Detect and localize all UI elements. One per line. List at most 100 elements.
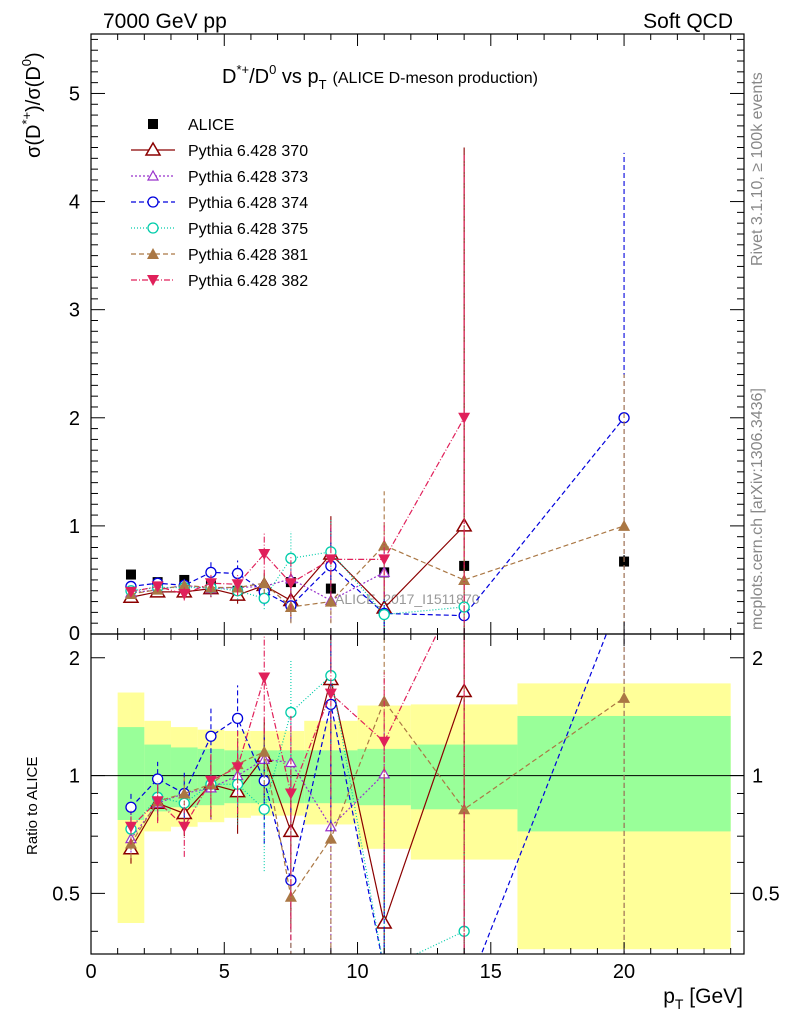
series-4-point-7 xyxy=(324,595,337,607)
legend-entry-2: Pythia 6.428 373 xyxy=(131,169,308,186)
data-point-0 xyxy=(125,569,136,580)
series-line-3 xyxy=(130,674,465,954)
mcplots-label: mcplots.cern.ch [arXiv:1306.3436] xyxy=(749,388,766,630)
legend-entry-5: Pythia 6.428 381 xyxy=(131,247,308,264)
series-5-point-3 xyxy=(204,775,217,787)
legend-entry-0: ALICE xyxy=(148,117,234,134)
y-tick-bottom-label-r-2: 2 xyxy=(752,648,763,670)
series-4-point-10 xyxy=(618,519,631,531)
series-2-point-3 xyxy=(205,730,217,742)
series-5-point-7 xyxy=(324,688,337,700)
analysis-watermark: ALICE_2017_I1511870 xyxy=(335,591,480,607)
y-tick-top-label-4: 4 xyxy=(69,192,80,214)
series-5-point-1 xyxy=(151,581,164,593)
series-5-point-8 xyxy=(378,554,391,566)
series-4-point-7 xyxy=(324,832,337,844)
y-tick-bottom-label-r-0: 0.5 xyxy=(752,883,780,905)
series-4-point-10 xyxy=(618,691,631,703)
series-5-point-1 xyxy=(151,796,164,808)
legend-marker-5-point-0 xyxy=(147,248,159,259)
series-5-point-0 xyxy=(124,821,137,833)
header-right: Soft QCD xyxy=(643,10,733,33)
x-tick-label-0: 0 xyxy=(85,961,96,983)
legend-marker-2-point-0 xyxy=(146,169,160,181)
legend: ALICE Pythia 6.428 370 Pythia 6.428 373 Pyt… xyxy=(131,117,308,290)
y-tick-top-label-3: 3 xyxy=(69,300,80,322)
legend-label-1: Pythia 6.428 370 xyxy=(188,143,308,160)
legend-label-3: Pythia 6.428 374 xyxy=(188,195,308,212)
series-4-point-2 xyxy=(178,579,191,591)
y-tick-bottom-label-l-2: 2 xyxy=(69,648,80,670)
header-left: 7000 GeV pp xyxy=(103,10,227,33)
ratio-5 xyxy=(124,634,465,954)
watermark-layer: ALICE_2017_I1511870 xyxy=(335,591,480,607)
series-5-point-9 xyxy=(458,412,471,424)
series-line-0 xyxy=(130,525,465,609)
y-tick-top-label-5: 5 xyxy=(69,83,80,105)
series-4-point-5 xyxy=(258,577,271,589)
x-tick-label-1: 5 xyxy=(219,961,230,983)
series-line-3 xyxy=(130,551,465,616)
legend-data-point-0 xyxy=(148,119,158,129)
bottom-frame xyxy=(90,633,745,955)
series-4-point-2 xyxy=(178,787,191,799)
series-2-point-0 xyxy=(125,801,137,813)
series-5 xyxy=(124,152,471,634)
legend-label-6: Pythia 6.428 382 xyxy=(188,273,308,290)
x-tick-label-2: 10 xyxy=(346,961,368,983)
series-3-point-5 xyxy=(258,592,270,604)
legend-entry-6: Pythia 6.428 382 xyxy=(131,273,308,290)
x-tick-label-4: 20 xyxy=(613,961,635,983)
series-2-point-1 xyxy=(151,773,164,785)
series-5-point-0 xyxy=(124,586,137,598)
legend-label-0: ALICE xyxy=(188,117,234,134)
series-5-point-8 xyxy=(378,736,391,748)
legend-marker-1-point-0 xyxy=(144,141,162,156)
series-3-point-8 xyxy=(378,608,390,621)
series-5-point-2 xyxy=(178,821,191,833)
legend-entry-1: Pythia 6.428 370 xyxy=(131,141,308,160)
legend-label-4: Pythia 6.428 375 xyxy=(188,221,308,238)
series-5-point-2 xyxy=(178,589,191,600)
legend-marker-3-point-0 xyxy=(147,196,159,208)
legend-label-2: Pythia 6.428 373 xyxy=(188,169,308,186)
series-line-0 xyxy=(130,679,465,926)
y-tick-bottom-label-l-0: 0.5 xyxy=(52,883,80,905)
panel-frames: 0 5 10 15 20 0 1 2 3 4 5 0.5 0.5 1 1 2 2 xyxy=(52,33,780,983)
series-3-point-8 xyxy=(379,964,389,974)
series-5-point-5 xyxy=(258,549,271,560)
y-tick-top-label-0: 0 xyxy=(69,623,80,645)
series-3 xyxy=(125,519,470,634)
y-axis-label-bottom: Ratio to ALICE xyxy=(24,757,41,855)
band-green-10 xyxy=(517,715,731,832)
top-panel-series xyxy=(122,147,631,634)
bottom-panel-series xyxy=(122,634,631,974)
series-2-point-4 xyxy=(231,712,244,725)
x-tick-label-3: 15 xyxy=(480,961,502,983)
y-tick-top-label-2: 2 xyxy=(69,408,80,430)
legend-marker-6-point-0 xyxy=(147,275,159,286)
series-5-point-7 xyxy=(324,554,337,566)
series-line-4 xyxy=(130,525,625,608)
series-4-point-9 xyxy=(458,573,471,585)
series-line-2 xyxy=(130,417,625,617)
series-line-5 xyxy=(130,417,465,595)
series-line-1 xyxy=(130,571,385,602)
y-tick-bottom-label-l-1: 1 xyxy=(69,766,80,788)
plot-title: D*+/D0 vs pT (ALICE D-meson production) xyxy=(222,62,538,92)
series-2-point-8 xyxy=(379,964,389,974)
series-5-point-4 xyxy=(231,762,244,774)
series-3-point-5 xyxy=(258,803,270,815)
rivet-label: Rivet 3.1.10, ≥ 100k events xyxy=(749,72,766,266)
series-5-point-6 xyxy=(284,788,297,800)
series-5-point-3 xyxy=(204,578,217,590)
legend-marker-4-point-0 xyxy=(147,222,159,234)
legend-entry-3: Pythia 6.428 374 xyxy=(131,195,308,212)
series-4-point-9 xyxy=(458,803,471,815)
x-axis-label: pT [GeV] xyxy=(663,985,743,1012)
legend-entry-4: Pythia 6.428 375 xyxy=(131,221,308,238)
series-5-point-5 xyxy=(258,672,271,684)
series-4-point-8 xyxy=(378,695,391,707)
series-5-point-6 xyxy=(284,578,297,590)
